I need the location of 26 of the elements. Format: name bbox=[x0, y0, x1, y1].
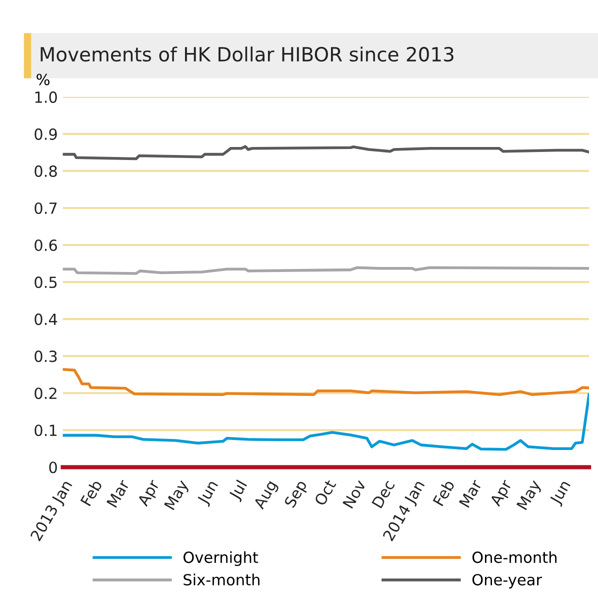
legend-label: One-month bbox=[472, 551, 556, 564]
legend-label: Overnight bbox=[184, 551, 258, 566]
line-series bbox=[62, 145, 590, 160]
x-tick-label: Jun bbox=[196, 480, 221, 507]
line-series bbox=[62, 393, 590, 451]
y-tick-label: 0.9 bbox=[34, 128, 57, 140]
y-tick-label: 0.7 bbox=[34, 202, 57, 214]
y-tick-label: 0.4 bbox=[34, 314, 58, 326]
chart-title: Movements of HK Dollar HIBOR since 2013 bbox=[40, 46, 454, 62]
x-tick-label: Oct bbox=[314, 478, 336, 506]
x-tick-label: Jun bbox=[549, 480, 574, 507]
y-tick-label: 0 bbox=[49, 462, 57, 474]
legend-label: One-year bbox=[472, 574, 542, 588]
legend-label: Six-month bbox=[184, 574, 260, 586]
x-tick-label: Feb bbox=[80, 478, 103, 506]
x-tick-label: Jul bbox=[228, 480, 250, 502]
y-tick-label: 0.6 bbox=[34, 239, 57, 252]
y-tick-label: 0.3 bbox=[34, 350, 57, 362]
x-tick-label: Feb bbox=[432, 478, 455, 506]
y-tick-label: 0.2 bbox=[34, 388, 56, 400]
y-tick-label: 0.5 bbox=[34, 276, 57, 288]
line-series bbox=[62, 368, 590, 396]
y-tick-label: 0.8 bbox=[34, 165, 57, 177]
y-tick-label: 0.1 bbox=[34, 424, 57, 436]
y-tick-label: 1.0 bbox=[35, 91, 57, 103]
y-axis-title: % bbox=[36, 74, 50, 86]
